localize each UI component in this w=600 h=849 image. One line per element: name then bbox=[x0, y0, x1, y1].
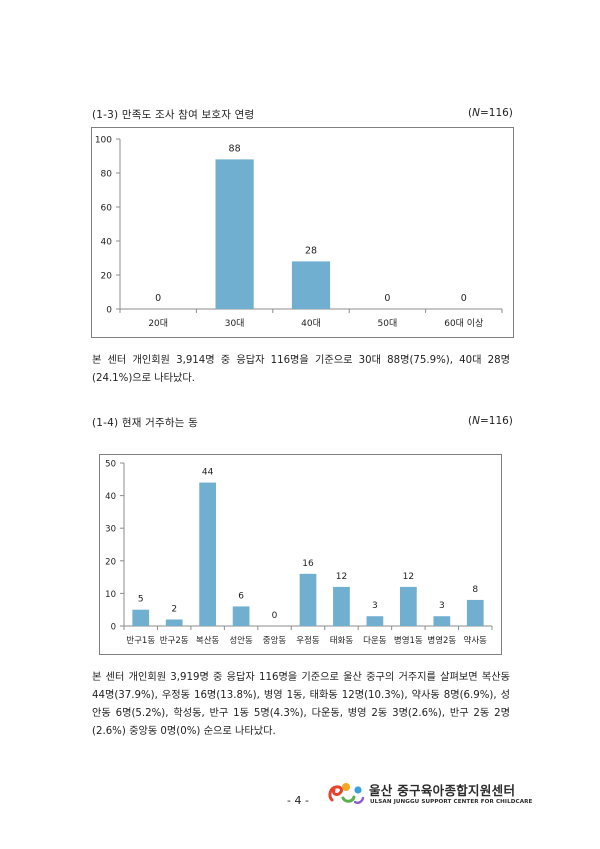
district-chart-data-label: 8 bbox=[472, 585, 478, 595]
district-chart-bar bbox=[366, 616, 384, 626]
section2-n-rest: =116) bbox=[479, 415, 513, 427]
age-chart-data-label: 28 bbox=[305, 245, 317, 256]
district-chart-category-label: 성안동 bbox=[229, 635, 253, 646]
district-chart-category-label: 중앙동 bbox=[263, 635, 287, 646]
section1-title: (1-3) 만족도 조사 참여 보호자 연령 bbox=[92, 109, 255, 121]
district-chart-category-label: 다운동 bbox=[363, 636, 387, 646]
age-chart-data-label: 0 bbox=[461, 293, 467, 304]
age-chart-category-label: 30대 bbox=[225, 318, 245, 329]
district-chart-bar bbox=[400, 586, 417, 626]
age-chart-frame: 0 20 40 60 80 100 0 20대 88 30대 28 40대 0 50대 0 60대 이상 bbox=[91, 127, 514, 338]
district-bar-chart: 0 10 20 30 40 50 5 반구1동 2 반구2동 44 복산동 6 성안동 0 중앙동 16 우정동 1… bbox=[105, 460, 493, 646]
section1-n-rest: =116) bbox=[479, 107, 513, 119]
age-chart-y-tick-label: 100 bbox=[95, 136, 112, 146]
section1-paragraph: 본 센터 개인회원 3,914명 중 응답자 116명을 기준으로 30대 88… bbox=[92, 355, 510, 384]
district-chart-category-label: 병영2동 bbox=[427, 635, 456, 646]
district-chart-data-label: 2 bbox=[171, 604, 177, 614]
district-chart-data-label: 16 bbox=[302, 559, 314, 569]
district-chart-data-label: 0 bbox=[272, 611, 278, 621]
district-chart-category-label: 복산동 bbox=[196, 635, 220, 646]
age-chart-category-label: 60대 이상 bbox=[444, 318, 483, 329]
section2-n-prefix: ( bbox=[468, 415, 473, 427]
district-chart-category-label: 반구2동 bbox=[160, 635, 189, 646]
district-chart-bar bbox=[232, 606, 250, 626]
district-chart-category-label: 병영1동 bbox=[394, 635, 423, 646]
district-chart-data-label: 3 bbox=[439, 601, 445, 611]
district-chart-bar bbox=[433, 616, 451, 626]
age-chart-bar bbox=[291, 261, 331, 309]
age-chart-category-label: 20대 bbox=[148, 318, 168, 329]
age-chart-bar bbox=[215, 159, 254, 309]
district-chart-frame: 0 10 20 30 40 50 5 반구1동 2 반구2동 44 복산동 6 성안동 0 중앙동 16 우정동 1… bbox=[99, 454, 502, 655]
district-chart-bar bbox=[132, 609, 150, 626]
age-chart-y-tick-label: 40 bbox=[101, 238, 113, 248]
district-chart-data-label: 12 bbox=[336, 572, 347, 582]
district-chart-y-tick-label: 30 bbox=[105, 525, 116, 535]
age-chart-y-tick-label: 60 bbox=[101, 204, 113, 214]
district-chart-category-label: 약사동 bbox=[464, 635, 488, 646]
section1-n-var: N bbox=[472, 107, 480, 119]
district-chart-bar bbox=[333, 586, 350, 626]
age-chart-data-label: 0 bbox=[384, 293, 390, 304]
district-chart-category-label: 우정동 bbox=[296, 635, 320, 646]
district-chart-data-label: 12 bbox=[403, 572, 414, 582]
district-chart-data-label: 3 bbox=[372, 601, 378, 611]
district-chart-category-label: 반구1동 bbox=[126, 635, 155, 646]
district-chart-category-label: 태화동 bbox=[330, 636, 354, 646]
section1-n-prefix: ( bbox=[468, 107, 473, 119]
age-chart-y-tick-label: 0 bbox=[106, 306, 112, 316]
age-bar-chart: 0 20 40 60 80 100 0 20대 88 30대 28 40대 0 50대 0 60대 이상 bbox=[95, 136, 503, 329]
district-chart-y-tick-label: 50 bbox=[105, 460, 116, 470]
district-chart-data-label: 6 bbox=[238, 591, 244, 601]
age-chart-data-label: 0 bbox=[155, 293, 161, 304]
district-chart-bar bbox=[199, 482, 216, 626]
district-chart-bar bbox=[299, 573, 317, 626]
section2-paragraph: 본 센터 개인회원 3,919명 중 응답자 116명을 기준으로 울산 중구의… bbox=[92, 672, 510, 737]
center-logo-korean: 울산 중구육아종합지원센터 bbox=[369, 783, 516, 798]
section1-n-label: (N=116) bbox=[468, 107, 513, 119]
section2-n-var: N bbox=[472, 415, 480, 427]
section2-n-label: (N=116) bbox=[468, 415, 513, 427]
center-logo-icon bbox=[326, 778, 366, 806]
district-chart-y-tick-label: 0 bbox=[111, 623, 116, 633]
district-chart-data-label: 44 bbox=[202, 468, 214, 478]
district-chart-y-tick-label: 20 bbox=[105, 557, 116, 567]
section2-title: (1-4) 현재 거주하는 동 bbox=[92, 417, 198, 429]
district-chart-data-label: 5 bbox=[138, 595, 144, 605]
district-chart-y-tick-label: 40 bbox=[105, 492, 116, 502]
age-chart-y-tick-label: 20 bbox=[101, 272, 113, 282]
district-chart-y-tick-label: 10 bbox=[105, 590, 116, 600]
page-number: - 4 - bbox=[287, 794, 309, 807]
age-chart-category-label: 40대 bbox=[301, 318, 321, 329]
center-logo-english: ULSAN JUNGGU SUPPORT CENTER FOR CHILDCAR… bbox=[370, 799, 533, 805]
age-chart-y-tick-label: 80 bbox=[101, 170, 113, 180]
district-chart-bar bbox=[466, 599, 484, 626]
district-chart-bar bbox=[165, 619, 183, 626]
age-chart-data-label: 88 bbox=[229, 143, 241, 154]
age-chart-category-label: 50대 bbox=[378, 318, 398, 329]
